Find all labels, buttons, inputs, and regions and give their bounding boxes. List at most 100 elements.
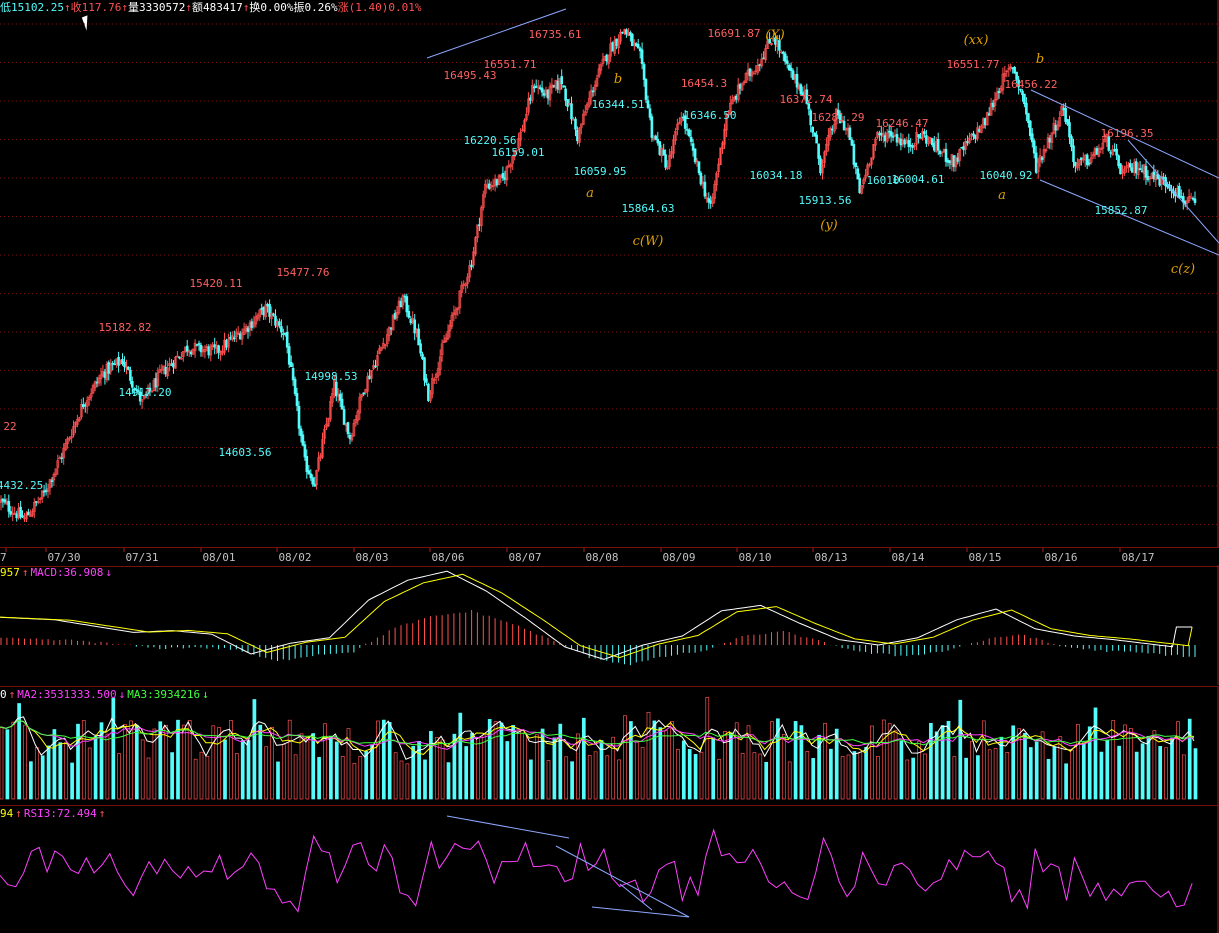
volume-bar [164,724,169,800]
candle-body [644,79,648,100]
candle-body [303,444,307,458]
volume-bar [899,740,904,800]
volume-bar [340,756,345,800]
volume-bar [352,763,357,800]
candle-body [427,383,430,401]
candle-body [1070,136,1073,148]
candle-body [187,350,191,353]
candle-body [1060,106,1063,116]
volume-bar [605,755,610,800]
info-bar: 低15102.25↑收117.76↑量3330572↑额483417↑换0.00… [0,0,421,16]
candle-body [7,500,11,512]
candle-body [795,73,799,88]
candle-body [860,185,864,194]
candle-body [370,370,373,379]
volume-bar [664,730,669,800]
volume-bar [593,751,598,800]
candle-body [52,473,56,481]
candle-body [630,33,634,47]
trend-channel-lower [1039,179,1219,256]
rsi-panel[interactable]: 94 ↑ RSI3:72.494 ↑ [0,805,1219,933]
candle-body [591,90,595,93]
candle-body [940,151,944,154]
volume-bar [464,746,469,800]
candle-body [315,470,318,486]
volume-bar [511,725,516,800]
date-label: 08/10 [738,551,771,564]
candle-body [54,468,58,475]
volume-bar [146,757,151,800]
candle-body [854,162,858,167]
candle-body [242,328,246,336]
volume-bar [870,725,874,800]
volume-bar [58,742,63,800]
volume-bar [70,762,74,800]
candle-body [1152,171,1156,179]
candle-body [725,115,728,131]
candle-body [182,351,185,357]
volume-bar [1181,754,1186,800]
volume-bar [723,731,727,800]
volume-bar [493,721,498,800]
volume-bar [93,736,98,800]
candle-body [307,470,311,475]
candle-body [148,387,152,392]
volume-bar [940,725,945,800]
candle-body [129,369,132,381]
candle-body [766,40,769,50]
candle-body [185,345,189,352]
wave-label: c(z) [1171,262,1195,277]
candle-body [131,380,134,388]
candle-body [144,394,148,396]
volume-bar [1152,730,1157,800]
candle-body [413,319,417,334]
info-item: ↑ [242,1,250,14]
candle-body [872,144,875,159]
candle-body [1034,152,1038,173]
candle-body [593,84,597,91]
candle-body [693,148,697,163]
candle-body [354,419,358,424]
candle-body [838,112,842,124]
volume-ma2: MA2:3531333.500 [17,688,117,701]
volume-bar [805,751,810,800]
candle-body [1111,149,1114,155]
volume-bar [405,763,410,800]
candle-body [1109,152,1112,154]
candle-body [1021,90,1024,96]
volume-bar [264,746,269,800]
candle-body [1178,186,1181,199]
candle-body [417,328,420,346]
candle-body [272,313,275,316]
candle-body [587,97,591,107]
candle-body [1048,138,1052,143]
macd-panel[interactable]: 957 ↑ MACD:36.908 ↓ [0,565,1219,685]
volume-bar [687,749,692,800]
volume-bar [999,736,1004,800]
candle-body [1144,166,1148,178]
candle-body [821,164,824,174]
volume-bar [981,720,986,800]
price-chart-panel[interactable]: 低15102.25↑收117.76↑量3330572↑额483417↑换0.00… [0,0,1219,547]
volume-bar [705,696,710,800]
candle-body [1044,149,1048,152]
candle-body [334,381,338,397]
candle-body [1027,113,1030,123]
volume-bar [1023,733,1027,800]
volume-bar [1117,745,1121,800]
volume-panel[interactable]: 0 ↑ MA2:3531333.500 ↓ MA3:3934216 ↓ [0,686,1219,805]
volume-bar [99,722,104,800]
candle-body [764,48,767,61]
volume-bar [1128,728,1133,800]
volume-bar [176,719,180,800]
candle-body [113,363,116,366]
volume-bar [923,753,927,800]
candle-body [756,65,760,73]
volume-bar [240,740,245,800]
volume-arrow-1: ↑ [8,688,16,701]
candle-body [1189,197,1193,199]
macd-chart [0,565,1219,685]
candle-body [56,460,60,468]
candle-body [407,310,411,318]
candle-body [358,396,362,414]
